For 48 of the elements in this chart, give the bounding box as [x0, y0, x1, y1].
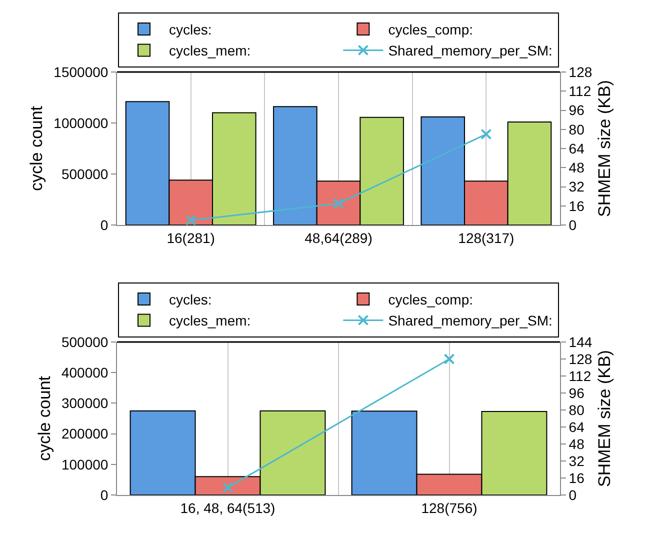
y2-tick-label: 16 — [568, 198, 585, 214]
legend-label: cycles_comp: — [388, 291, 473, 308]
y2-tick-label: 48 — [568, 160, 585, 176]
y2-axis-title: SHMEM size (KB) — [594, 80, 614, 217]
x-tick-label: 128(317) — [458, 230, 514, 246]
y-tick-label: 1500000 — [54, 64, 108, 80]
y-tick-label: 1000000 — [54, 114, 108, 131]
y-tick-label: 500000 — [61, 166, 108, 182]
y2-tick-label: 112 — [568, 368, 592, 384]
y-tick-label: 200000 — [61, 426, 108, 442]
y-tick-label: 400000 — [61, 364, 108, 380]
y2-tick-label: 0 — [568, 216, 577, 233]
y2-axis-title: SHMEM size (KB) — [594, 350, 614, 487]
point — [185, 214, 196, 225]
legend-label: cycles: — [169, 21, 212, 38]
y2-tick-label: 144 — [568, 334, 592, 350]
legend-label: Shared_memory_per_SM: — [388, 312, 552, 329]
y2-tick-label: 112 — [568, 83, 592, 100]
y2-tick-label: 32 — [568, 452, 585, 469]
legend-label: cycles_comp: — [388, 21, 473, 38]
y2-tick-label: 64 — [568, 418, 585, 435]
y-tick-label: 300000 — [61, 395, 108, 412]
legend-label: Shared_memory_per_SM: — [388, 42, 552, 59]
y2-tick-label: 80 — [568, 121, 585, 138]
y-tick-label: 0 — [100, 216, 108, 233]
x-tick-label: 16, 48, 64(513) — [180, 500, 276, 516]
x-tick-label: 16(281) — [166, 230, 215, 246]
legend-label: cycles: — [169, 291, 212, 308]
y2-tick-label: 32 — [568, 178, 585, 195]
y2-tick-label: 64 — [568, 140, 585, 156]
legend-label: cycles_mem: — [169, 312, 251, 329]
y2-tick-label: 128 — [568, 64, 592, 80]
legend-label: cycles_mem: — [169, 42, 251, 59]
point — [480, 128, 492, 140]
y2-tick-label: 0 — [568, 486, 577, 503]
y2-tick-label: 80 — [568, 402, 585, 418]
y2-tick-label: 96 — [568, 102, 585, 118]
y2-tick-label: 128 — [568, 350, 592, 367]
y-axis-title: cycle count — [35, 376, 54, 462]
x-tick-label: 128(756) — [421, 500, 478, 516]
y-axis-title: cycle count — [27, 106, 46, 192]
y-tick-label: 0 — [100, 486, 108, 503]
x-tick-label: 48,64(289) — [304, 230, 372, 246]
y-tick-label: 500000 — [61, 334, 108, 350]
y2-tick-label: 48 — [568, 436, 585, 452]
y-tick-label: 100000 — [61, 456, 108, 472]
y2-tick-label: 16 — [568, 470, 585, 486]
y2-tick-label: 96 — [568, 384, 585, 401]
